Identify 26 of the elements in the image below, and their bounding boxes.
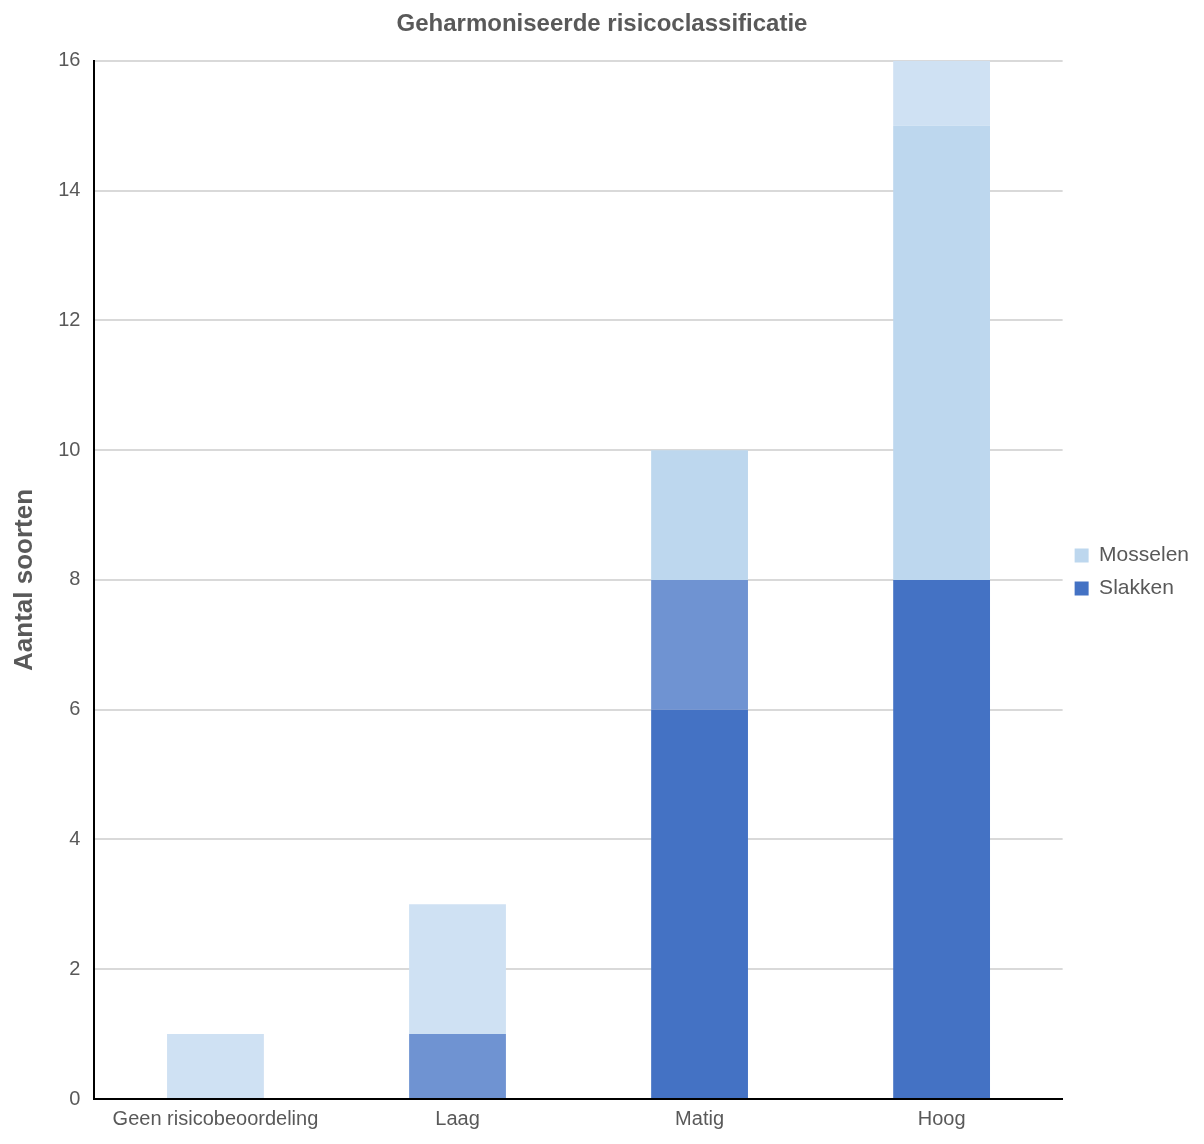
bar [893,579,991,1098]
y-tick-label: 2 [69,956,81,979]
chart-title: Geharmoniseerde risicoclassificatie [396,9,808,37]
x-tick-label: Laag [435,1106,480,1129]
bar [409,904,506,1035]
legend-label: Slakken [1099,575,1174,599]
bar [409,1034,506,1098]
bar [893,60,991,126]
y-tick-label: 12 [58,307,81,330]
bar [167,1034,264,1098]
x-tick-label: Geen risicobeoordeling [112,1106,319,1129]
x-tick-label: Hoog [917,1106,966,1129]
y-tick-label: 16 [58,48,81,71]
y-tick-label: 14 [58,178,81,201]
y-tick-label: 10 [58,437,81,460]
y-tick-label: 0 [69,1086,81,1109]
x-tick-label: Matig [675,1106,725,1129]
bar [651,709,748,1098]
bar [651,579,748,710]
y-axis-title: Aantal soorten [7,488,38,671]
bar [893,125,991,580]
bar [651,450,748,580]
y-tick-label: 8 [69,567,81,590]
legend-label: Mosselen [1099,542,1190,566]
y-tick-label: 4 [69,826,81,849]
y-tick-label: 6 [69,697,81,720]
